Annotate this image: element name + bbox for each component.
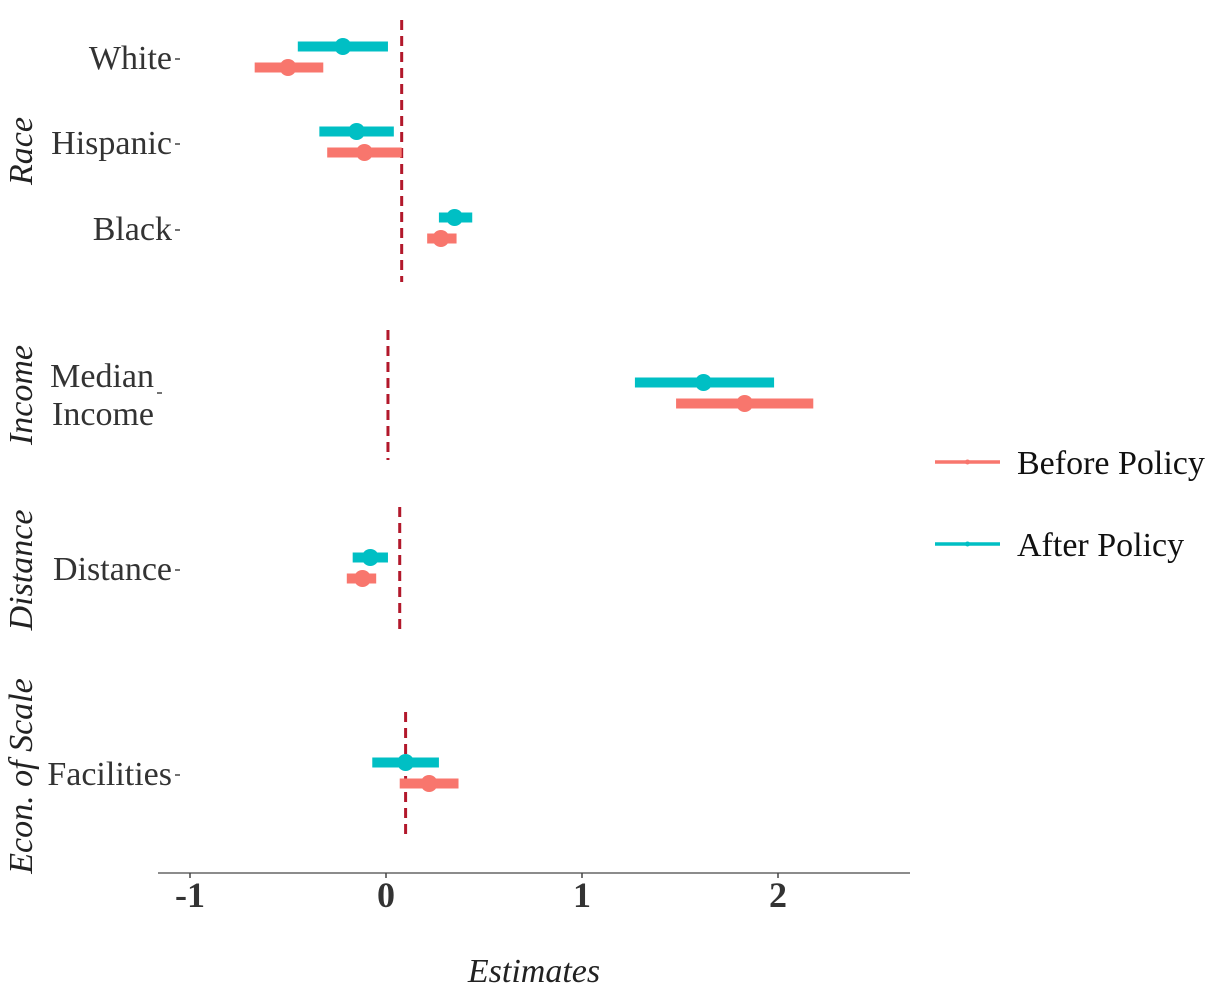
legend-key-point [965,459,970,465]
after-point [695,374,713,391]
legend: Before Policy After Policy [935,445,1205,564]
legend-key-point [965,541,970,547]
facet-labels: Race Income Distance Econ. of Scale [3,117,40,875]
x-axis-title: Estimates [467,953,600,990]
facet-label: Distance [3,510,40,632]
row-label: Median Income [50,358,154,433]
x-axis: -1 0 1 2 [158,872,910,915]
after-point [348,123,366,140]
legend-item: Before Policy [935,445,1205,482]
before-point [355,144,373,161]
row-label: White [89,40,172,77]
row-label: Distance [53,551,172,588]
after-point [397,754,415,771]
x-tick-label: -1 [175,875,205,915]
facet-label: Race [3,117,40,186]
row-label: Black [93,211,172,248]
before-point [353,570,371,587]
row-labels: White Hispanic Black Median Income Distance Fa… [47,40,180,793]
after-point [446,209,464,226]
x-tick-label: 0 [377,875,395,915]
facet-label: Income [3,345,40,446]
before-point [736,395,754,412]
x-tick-label: 1 [573,875,591,915]
estimate-marks [254,38,814,792]
row-label: Facilities [47,756,172,793]
after-point [334,38,352,55]
before-point [432,230,450,247]
facet-label: Econ. of Scale [3,678,40,874]
after-point [361,549,379,566]
before-point [420,775,438,792]
before-point [279,59,297,76]
legend-label: After Policy [1017,527,1184,564]
row-label: Hispanic [51,125,172,162]
x-tick-label: 2 [769,875,787,915]
reference-lines [386,20,408,840]
legend-label: Before Policy [1017,445,1205,482]
legend-item: After Policy [935,527,1184,564]
